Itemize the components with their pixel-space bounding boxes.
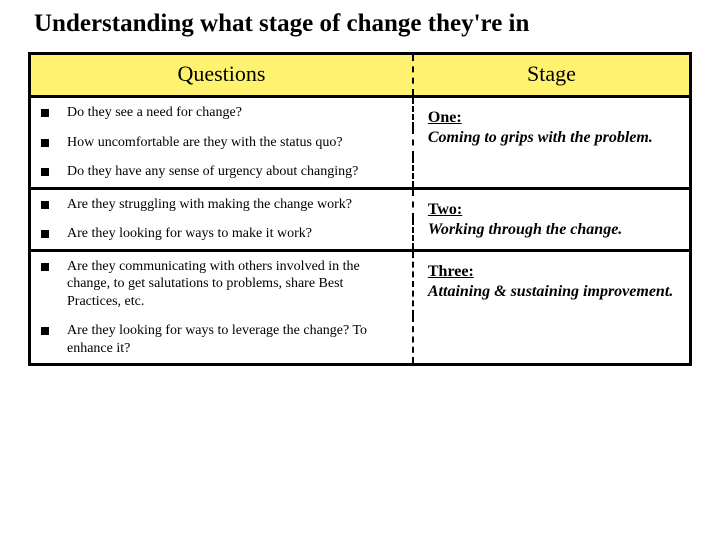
list-item: Are they looking for ways to make it wor… (31, 219, 412, 249)
header-row: Questions Stage (30, 54, 691, 97)
question-text: How uncomfortable are they with the stat… (67, 134, 406, 152)
stage-header: Stage (413, 54, 691, 97)
list-item: Are they struggling with making the chan… (31, 190, 412, 220)
list-item: Do they have any sense of urgency about … (31, 157, 412, 187)
question-text: Do they have any sense of urgency about … (67, 163, 406, 181)
square-bullet-icon (41, 139, 49, 147)
question-text: Are they looking for ways to leverage th… (67, 322, 406, 357)
stage-label: Three: (428, 263, 474, 280)
question-cell: Are they looking for ways to leverage th… (30, 316, 413, 365)
list-item: Are they communicating with others invol… (31, 252, 412, 317)
question-cell: Do they see a need for change? (30, 97, 413, 128)
question-cell: Are they communicating with others invol… (30, 250, 413, 316)
slide-title: Understanding what stage of change they'… (34, 10, 692, 38)
table-row: Do they see a need for change? One: Comi… (30, 97, 691, 128)
stage-description: Attaining & sustaining improvement. (428, 283, 673, 300)
stage-label: One: (428, 109, 462, 126)
question-text: Are they communicating with others invol… (67, 258, 406, 311)
question-text: Are they looking for ways to make it wor… (67, 225, 406, 243)
stage-description: Working through the change. (428, 221, 622, 238)
question-cell: How uncomfortable are they with the stat… (30, 128, 413, 158)
table-row: Are they struggling with making the chan… (30, 188, 691, 219)
stage-cell: Two: Working through the change. (413, 188, 691, 250)
table-row: Are they communicating with others invol… (30, 250, 691, 316)
square-bullet-icon (41, 168, 49, 176)
stage-cell: Three: Attaining & sustaining improvemen… (413, 250, 691, 365)
question-text: Do they see a need for change? (67, 104, 406, 122)
square-bullet-icon (41, 201, 49, 209)
list-item: Are they looking for ways to leverage th… (31, 316, 412, 363)
question-cell: Are they struggling with making the chan… (30, 188, 413, 219)
stage-description: Coming to grips with the problem. (428, 129, 653, 146)
list-item: How uncomfortable are they with the stat… (31, 128, 412, 158)
stage-label: Two: (428, 201, 462, 218)
question-text: Are they struggling with making the chan… (67, 196, 406, 214)
square-bullet-icon (41, 109, 49, 117)
square-bullet-icon (41, 263, 49, 271)
square-bullet-icon (41, 230, 49, 238)
stages-table: Questions Stage Do they see a need for c… (28, 52, 692, 366)
list-item: Do they see a need for change? (31, 98, 412, 128)
question-cell: Are they looking for ways to make it wor… (30, 219, 413, 250)
stage-cell: One: Coming to grips with the problem. (413, 97, 691, 189)
square-bullet-icon (41, 327, 49, 335)
question-cell: Do they have any sense of urgency about … (30, 157, 413, 188)
questions-header: Questions (30, 54, 413, 97)
